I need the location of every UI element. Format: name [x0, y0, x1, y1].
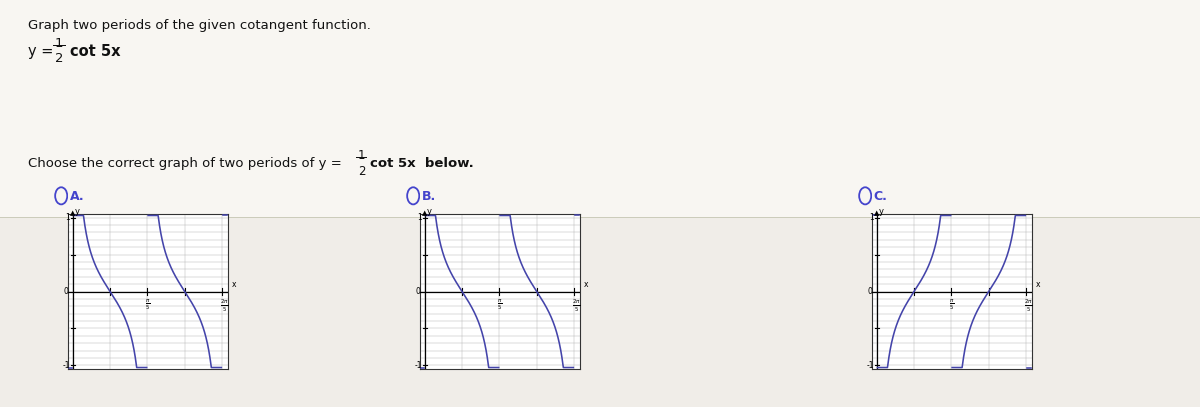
- Text: C.: C.: [874, 190, 888, 204]
- Text: y: y: [878, 207, 884, 216]
- Text: 0: 0: [64, 287, 68, 296]
- Text: $\frac{\pi}{5}$: $\frac{\pi}{5}$: [949, 298, 954, 312]
- Text: 1: 1: [358, 149, 366, 162]
- Text: ▲: ▲: [422, 210, 427, 216]
- Bar: [53, 45, 66, 46]
- Text: x: x: [1036, 280, 1040, 289]
- Text: $\frac{\pi}{5}$: $\frac{\pi}{5}$: [145, 298, 150, 312]
- Text: 2: 2: [55, 52, 64, 65]
- Text: 0: 0: [868, 287, 872, 296]
- Text: ▲: ▲: [875, 210, 880, 216]
- Text: B.: B.: [422, 190, 436, 204]
- Text: 1: 1: [55, 37, 64, 50]
- Text: y =: y =: [28, 44, 53, 59]
- Text: 0: 0: [415, 287, 420, 296]
- Text: cot 5x  below.: cot 5x below.: [370, 157, 474, 170]
- Text: ▲: ▲: [71, 210, 76, 216]
- Text: $\frac{2\pi}{5}$: $\frac{2\pi}{5}$: [1024, 298, 1033, 313]
- Text: $\frac{2\pi}{5}$: $\frac{2\pi}{5}$: [572, 298, 581, 313]
- Text: 1: 1: [65, 213, 70, 222]
- Text: 1: 1: [869, 213, 874, 222]
- Bar: [0, 217, 1200, 218]
- Text: y: y: [74, 207, 80, 216]
- Text: Graph two periods of the given cotangent function.: Graph two periods of the given cotangent…: [28, 19, 371, 32]
- Text: -1: -1: [414, 361, 421, 370]
- Text: x: x: [232, 280, 236, 289]
- Text: cot 5x: cot 5x: [70, 44, 120, 59]
- Text: $\frac{2\pi}{5}$: $\frac{2\pi}{5}$: [220, 298, 229, 313]
- Text: -1: -1: [866, 361, 874, 370]
- Text: 2: 2: [358, 165, 366, 178]
- Text: y: y: [427, 207, 432, 216]
- Text: $\frac{\pi}{5}$: $\frac{\pi}{5}$: [497, 298, 502, 312]
- Bar: [356, 157, 367, 158]
- Text: Choose the correct graph of two periods of y =: Choose the correct graph of two periods …: [28, 157, 342, 170]
- Bar: [0, 0, 1200, 217]
- Text: -1: -1: [62, 361, 70, 370]
- Text: A.: A.: [70, 190, 84, 204]
- Text: x: x: [583, 280, 588, 289]
- Text: 1: 1: [418, 213, 421, 222]
